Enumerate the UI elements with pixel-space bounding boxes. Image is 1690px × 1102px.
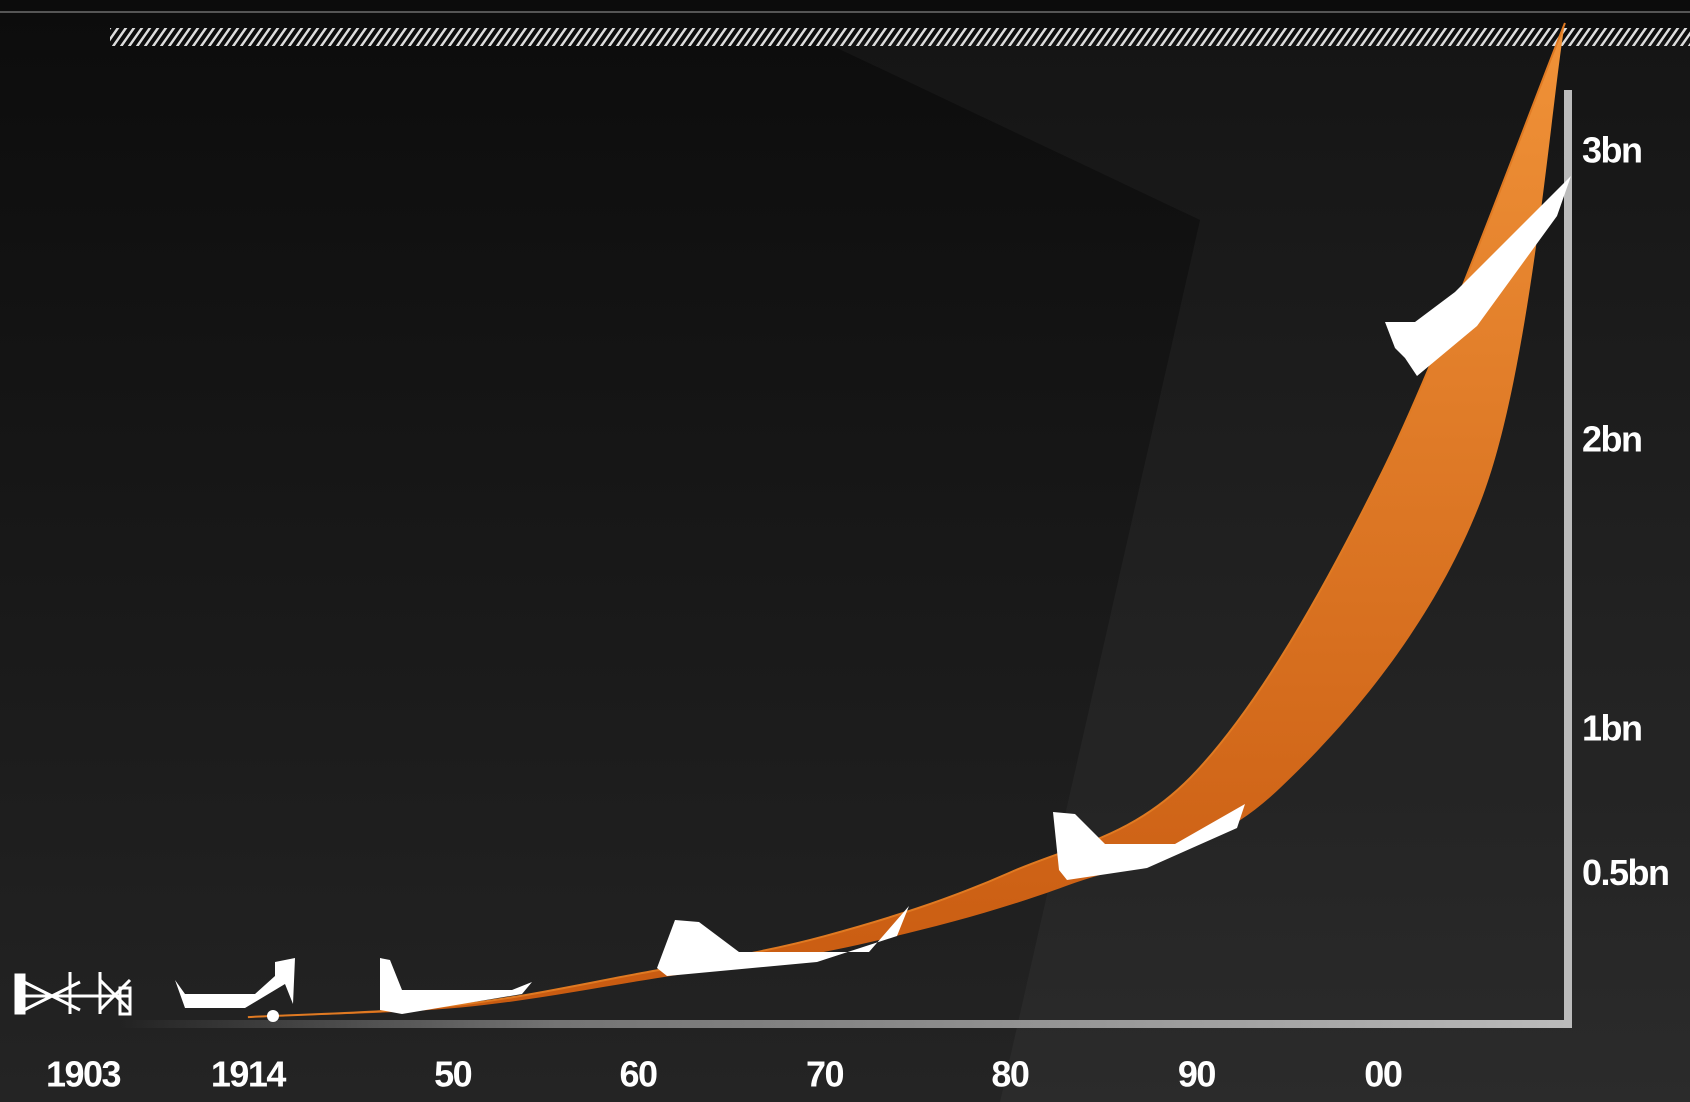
biplane-wheel (267, 1010, 279, 1022)
axis-frame (120, 90, 1572, 1028)
y-tick-label: 2bn (1582, 419, 1642, 460)
x-tick-label: 1914 (211, 1054, 287, 1095)
y-tick-label: 0.5bn (1582, 852, 1669, 893)
y-tick-label: 1bn (1582, 708, 1642, 749)
plot-area (247, 22, 1566, 1019)
jetliner-90 (1053, 804, 1245, 880)
propliner (380, 958, 532, 1014)
passenger-band (247, 22, 1565, 1018)
plane-icons (14, 176, 1571, 1022)
x-tick-label: 50 (434, 1054, 472, 1095)
x-tick-label: 70 (806, 1054, 844, 1095)
x-tick-label: 90 (1178, 1054, 1216, 1095)
x-tick-label: 00 (1364, 1054, 1402, 1095)
jumbo-jet (1385, 176, 1571, 376)
passenger-line (247, 22, 1566, 1019)
biplane (175, 958, 295, 1008)
x-tick-label: 60 (620, 1054, 658, 1095)
x-tick-label: 80 (991, 1054, 1029, 1095)
header-hatch (110, 28, 1690, 46)
jetliner-70 (657, 906, 909, 976)
y-tick-label: 3bn (1582, 130, 1642, 171)
x-tick-label: 1903 (46, 1054, 121, 1095)
wright-flyer (14, 972, 132, 1016)
